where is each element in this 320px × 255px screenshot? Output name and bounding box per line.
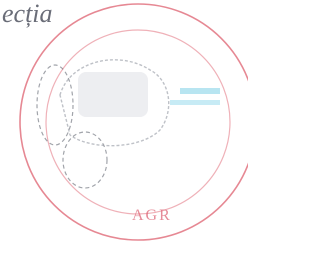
handwritten-text: ecția bbox=[2, 0, 53, 28]
emblem-body bbox=[78, 72, 148, 117]
stamp-ring-text: AGR bbox=[132, 207, 172, 224]
emblem-stripe bbox=[170, 100, 220, 105]
paper bbox=[0, 0, 248, 255]
page: {"handwriting": {"text": "ecția"}, "stam… bbox=[0, 0, 248, 255]
stamp-scan: ecția AGR bbox=[0, 0, 248, 255]
emblem-stripe bbox=[180, 88, 220, 94]
